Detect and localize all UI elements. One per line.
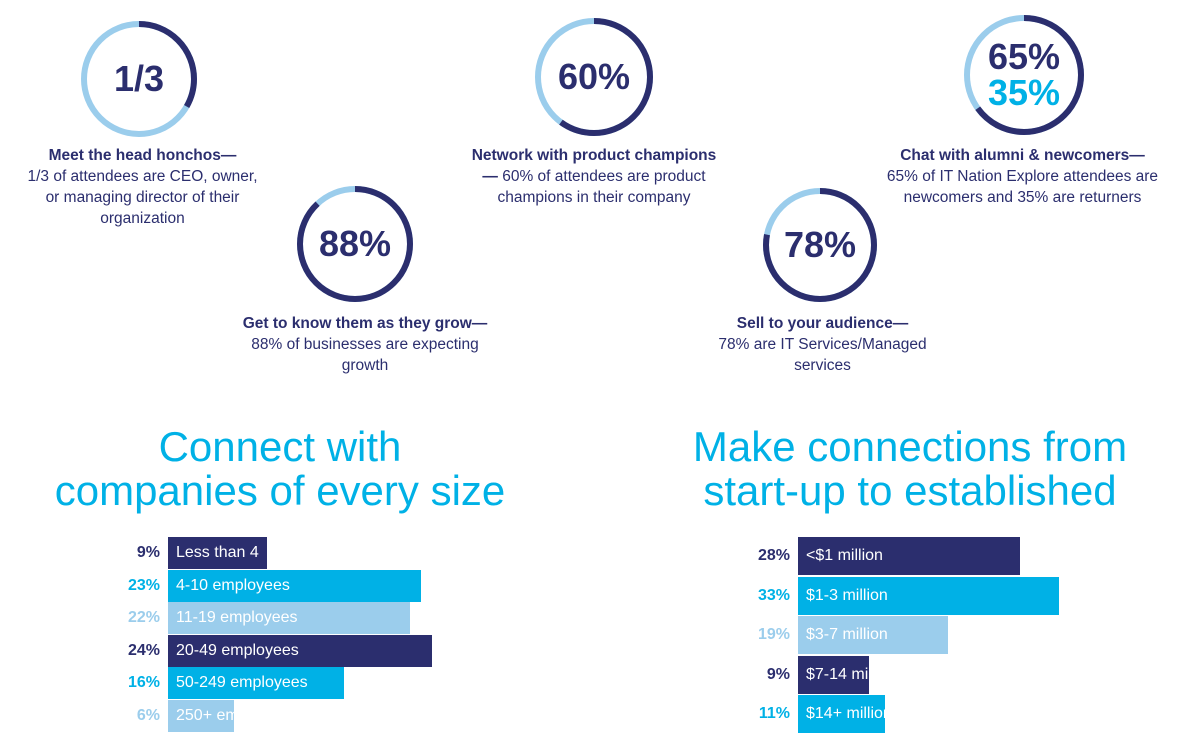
heading-line-2: start-up to established [703, 467, 1117, 514]
bar-value-label: 9% [136, 544, 160, 561]
bar-category-label: 250+ employees [176, 706, 294, 724]
caption-text: 78% are IT Services/Managed services [718, 336, 927, 374]
heading-line-1: Connect with [158, 423, 402, 470]
stat-caption-growth: Get to know them as they grow— 88% of bu… [240, 313, 490, 376]
ring-chart-champions: 60% [535, 18, 653, 136]
ring-chart-growth: 88% [297, 186, 413, 302]
bar: <$1 million [798, 537, 1020, 575]
bar-value-label: 19% [757, 626, 790, 643]
bar-value-label: 16% [127, 674, 160, 691]
caption-text: 60% of attendees are product champions i… [497, 168, 706, 206]
heading-line-1: Make connections from [692, 423, 1128, 470]
caption-text: 88% of businesses are expecting growth [251, 336, 479, 374]
bar: 250+ employees [168, 699, 294, 732]
bar: $7-14 million [798, 655, 897, 694]
bar-chart-company-size: 9% Less than 4 23% 4-10 employees 22% 11-19 e… [100, 537, 500, 737]
caption-text: 65% of IT Nation Explore attendees are n… [886, 168, 1159, 206]
ring-svg [297, 186, 413, 302]
bar-chart-revenue: 28% <$1 million 33% $1-3 million 19% $3-7 mil… [730, 537, 1130, 737]
caption-lead: Chat with alumni & newcomers— [900, 147, 1145, 164]
ring-value: 1/3 [113, 58, 165, 99]
bar-category-label: <$1 million [806, 547, 883, 564]
ring-svg [81, 21, 197, 137]
ring-svg [763, 188, 877, 302]
bar-category-label: Less than 4 [176, 544, 259, 561]
caption-lead: Meet the head honchos— [48, 147, 237, 164]
bar-value-label: 11% [758, 705, 790, 722]
bar-value-label: 28% [757, 547, 790, 564]
bar: 11-19 employees [168, 602, 410, 634]
bar-category-label: 4-10 employees [176, 576, 290, 594]
bar: $14+ million [798, 695, 892, 733]
ring-value-primary: 65% [987, 36, 1061, 77]
bar-category-label: $3-7 million [806, 626, 888, 643]
bar-value-label: 6% [136, 706, 160, 724]
bar-category-label: $7-14 million [806, 665, 897, 683]
bar: 50-249 employees [168, 667, 344, 699]
bar-category-label: 20-49 employees [176, 641, 299, 659]
bar: 20-49 employees [168, 634, 432, 667]
stat-caption-audience: Sell to your audience— 78% are IT Servic… [690, 313, 955, 376]
ring-value-secondary: 35% [987, 72, 1061, 113]
ring-progress-arc [964, 15, 1084, 135]
bar-value-label: 9% [766, 665, 790, 683]
stat-caption-champions: Network with product champions— 60% of a… [470, 145, 718, 208]
bar: $1-3 million [798, 576, 1060, 615]
ring-value: 65% 35% [964, 15, 1084, 135]
ring-progress-arc [763, 188, 877, 302]
bar: 4-10 employees [168, 569, 421, 602]
stat-caption-honchos: Meet the head honchos— 1/3 of attendees … [25, 145, 260, 229]
ring-chart-honchos: 1/3 [81, 21, 197, 137]
bar: $3-7 million [798, 616, 949, 654]
ring-progress-arc [81, 21, 197, 137]
caption-text: 1/3 of attendees are CEO, owner, or mana… [27, 168, 258, 227]
caption-lead: Network with product champions— [471, 147, 717, 185]
ring-chart-alumni: 65% 35% [964, 15, 1084, 135]
caption-lead: Get to know them as they grow— [242, 315, 488, 332]
bar-category-label: 50-249 employees [176, 674, 308, 691]
bar-value-label: 24% [127, 641, 160, 659]
heading-revenue: Make connections from start-up to establ… [660, 425, 1160, 513]
bar-value-label: 22% [127, 609, 160, 626]
bar-category-label: $14+ million [806, 705, 892, 722]
caption-lead: Sell to your audience— [736, 315, 909, 332]
bar-value-label: 33% [757, 586, 790, 604]
ring-value: 88% [318, 223, 392, 264]
bar: Less than 4 [168, 537, 267, 569]
bar-category-label: $1-3 million [806, 586, 888, 604]
heading-company-size: Connect with companies of every size [20, 425, 540, 513]
ring-value: 60% [557, 56, 631, 97]
bar-category-label: 11-19 employees [176, 609, 298, 626]
stat-caption-alumni: Chat with alumni & newcomers— 65% of IT … [880, 145, 1165, 208]
ring-chart-audience: 78% [763, 188, 877, 302]
ring-progress-arc [297, 186, 413, 302]
ring-svg [535, 18, 653, 136]
ring-progress-arc [535, 18, 653, 136]
ring-value: 78% [783, 224, 857, 265]
ring-svg [964, 15, 1084, 135]
bar-value-label: 23% [127, 576, 160, 594]
heading-line-2: companies of every size [54, 467, 506, 514]
